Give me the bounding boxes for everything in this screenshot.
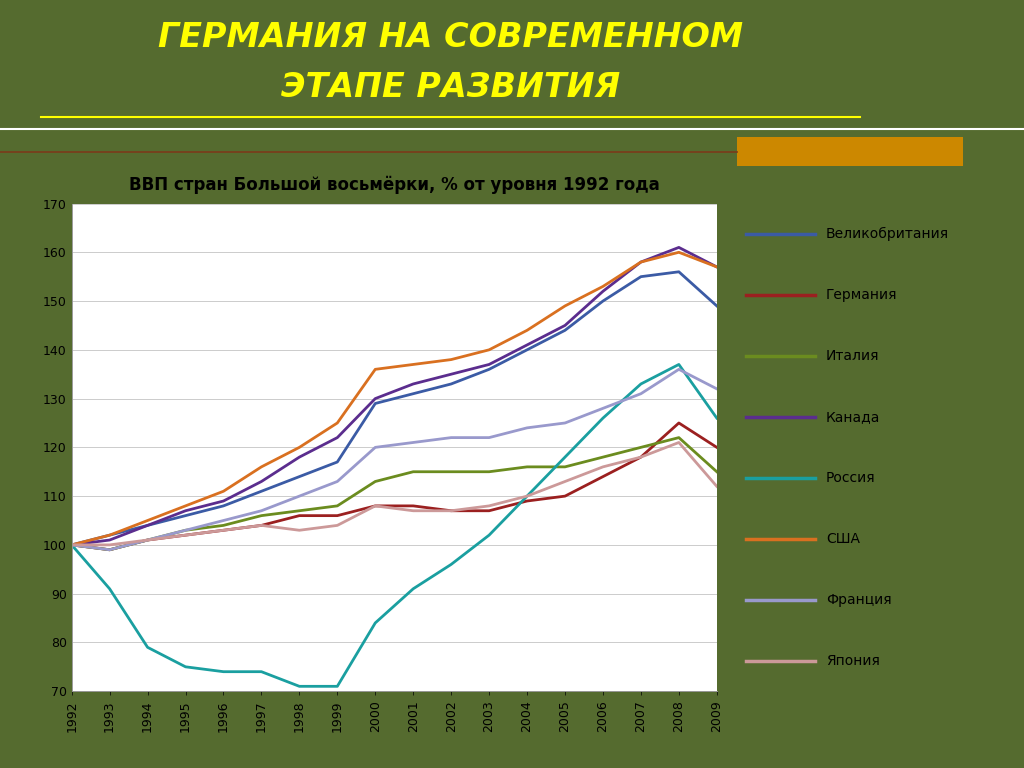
Text: ГЕРМАНИЯ НА СОВРЕМЕННОМ: ГЕРМАНИЯ НА СОВРЕМЕННОМ: [158, 22, 743, 54]
Text: Япония: Япония: [825, 654, 880, 667]
Text: Италия: Италия: [825, 349, 880, 363]
Text: Германия: Германия: [825, 288, 897, 302]
Text: США: США: [825, 531, 860, 546]
Text: ЭТАПЕ РАЗВИТИЯ: ЭТАПЕ РАЗВИТИЯ: [281, 71, 621, 104]
Text: Великобритания: Великобритания: [825, 227, 949, 241]
Text: Франция: Франция: [825, 593, 891, 607]
Title: ВВП стран Большой восьмёрки, % от уровня 1992 года: ВВП стран Большой восьмёрки, % от уровня…: [129, 175, 659, 194]
Text: Канада: Канада: [825, 410, 881, 424]
Bar: [737, 137, 963, 166]
Text: Россия: Россия: [825, 471, 876, 485]
